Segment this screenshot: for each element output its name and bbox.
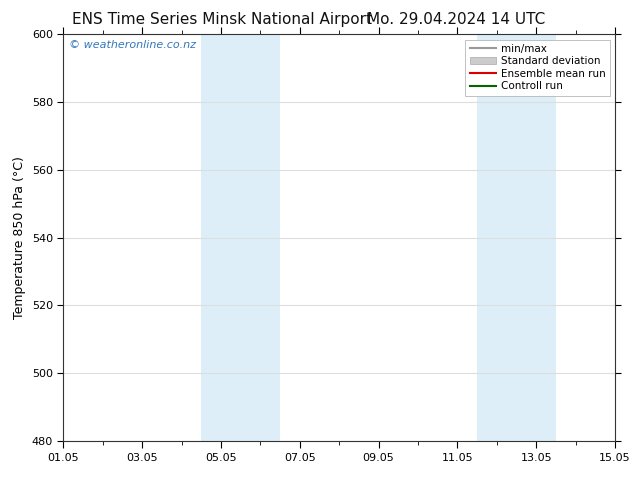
Text: © weatheronline.co.nz: © weatheronline.co.nz [69,40,196,50]
Y-axis label: Temperature 850 hPa (°C): Temperature 850 hPa (°C) [13,156,26,319]
Bar [477,34,517,441]
Bar [241,34,280,441]
Bar [202,34,241,441]
Text: ENS Time Series Minsk National Airport: ENS Time Series Minsk National Airport [72,12,372,27]
Bar [517,34,556,441]
Text: Mo. 29.04.2024 14 UTC: Mo. 29.04.2024 14 UTC [367,12,546,27]
Legend: min/max, Standard deviation, Ensemble mean run, Controll run: min/max, Standard deviation, Ensemble me… [465,40,610,96]
